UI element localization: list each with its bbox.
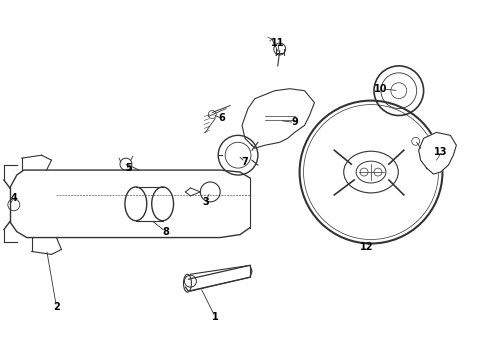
Text: 10: 10	[374, 84, 388, 94]
Text: 4: 4	[10, 193, 17, 203]
Text: 13: 13	[434, 147, 447, 157]
Text: 8: 8	[162, 226, 169, 237]
Text: 2: 2	[53, 302, 60, 312]
Text: 5: 5	[125, 163, 132, 173]
Text: 6: 6	[219, 113, 225, 123]
Text: 9: 9	[291, 117, 298, 127]
Text: 7: 7	[242, 157, 248, 167]
Text: 11: 11	[271, 38, 285, 48]
Text: 1: 1	[212, 312, 219, 322]
Text: 12: 12	[360, 243, 374, 252]
Text: 3: 3	[202, 197, 209, 207]
Polygon shape	[418, 132, 456, 174]
